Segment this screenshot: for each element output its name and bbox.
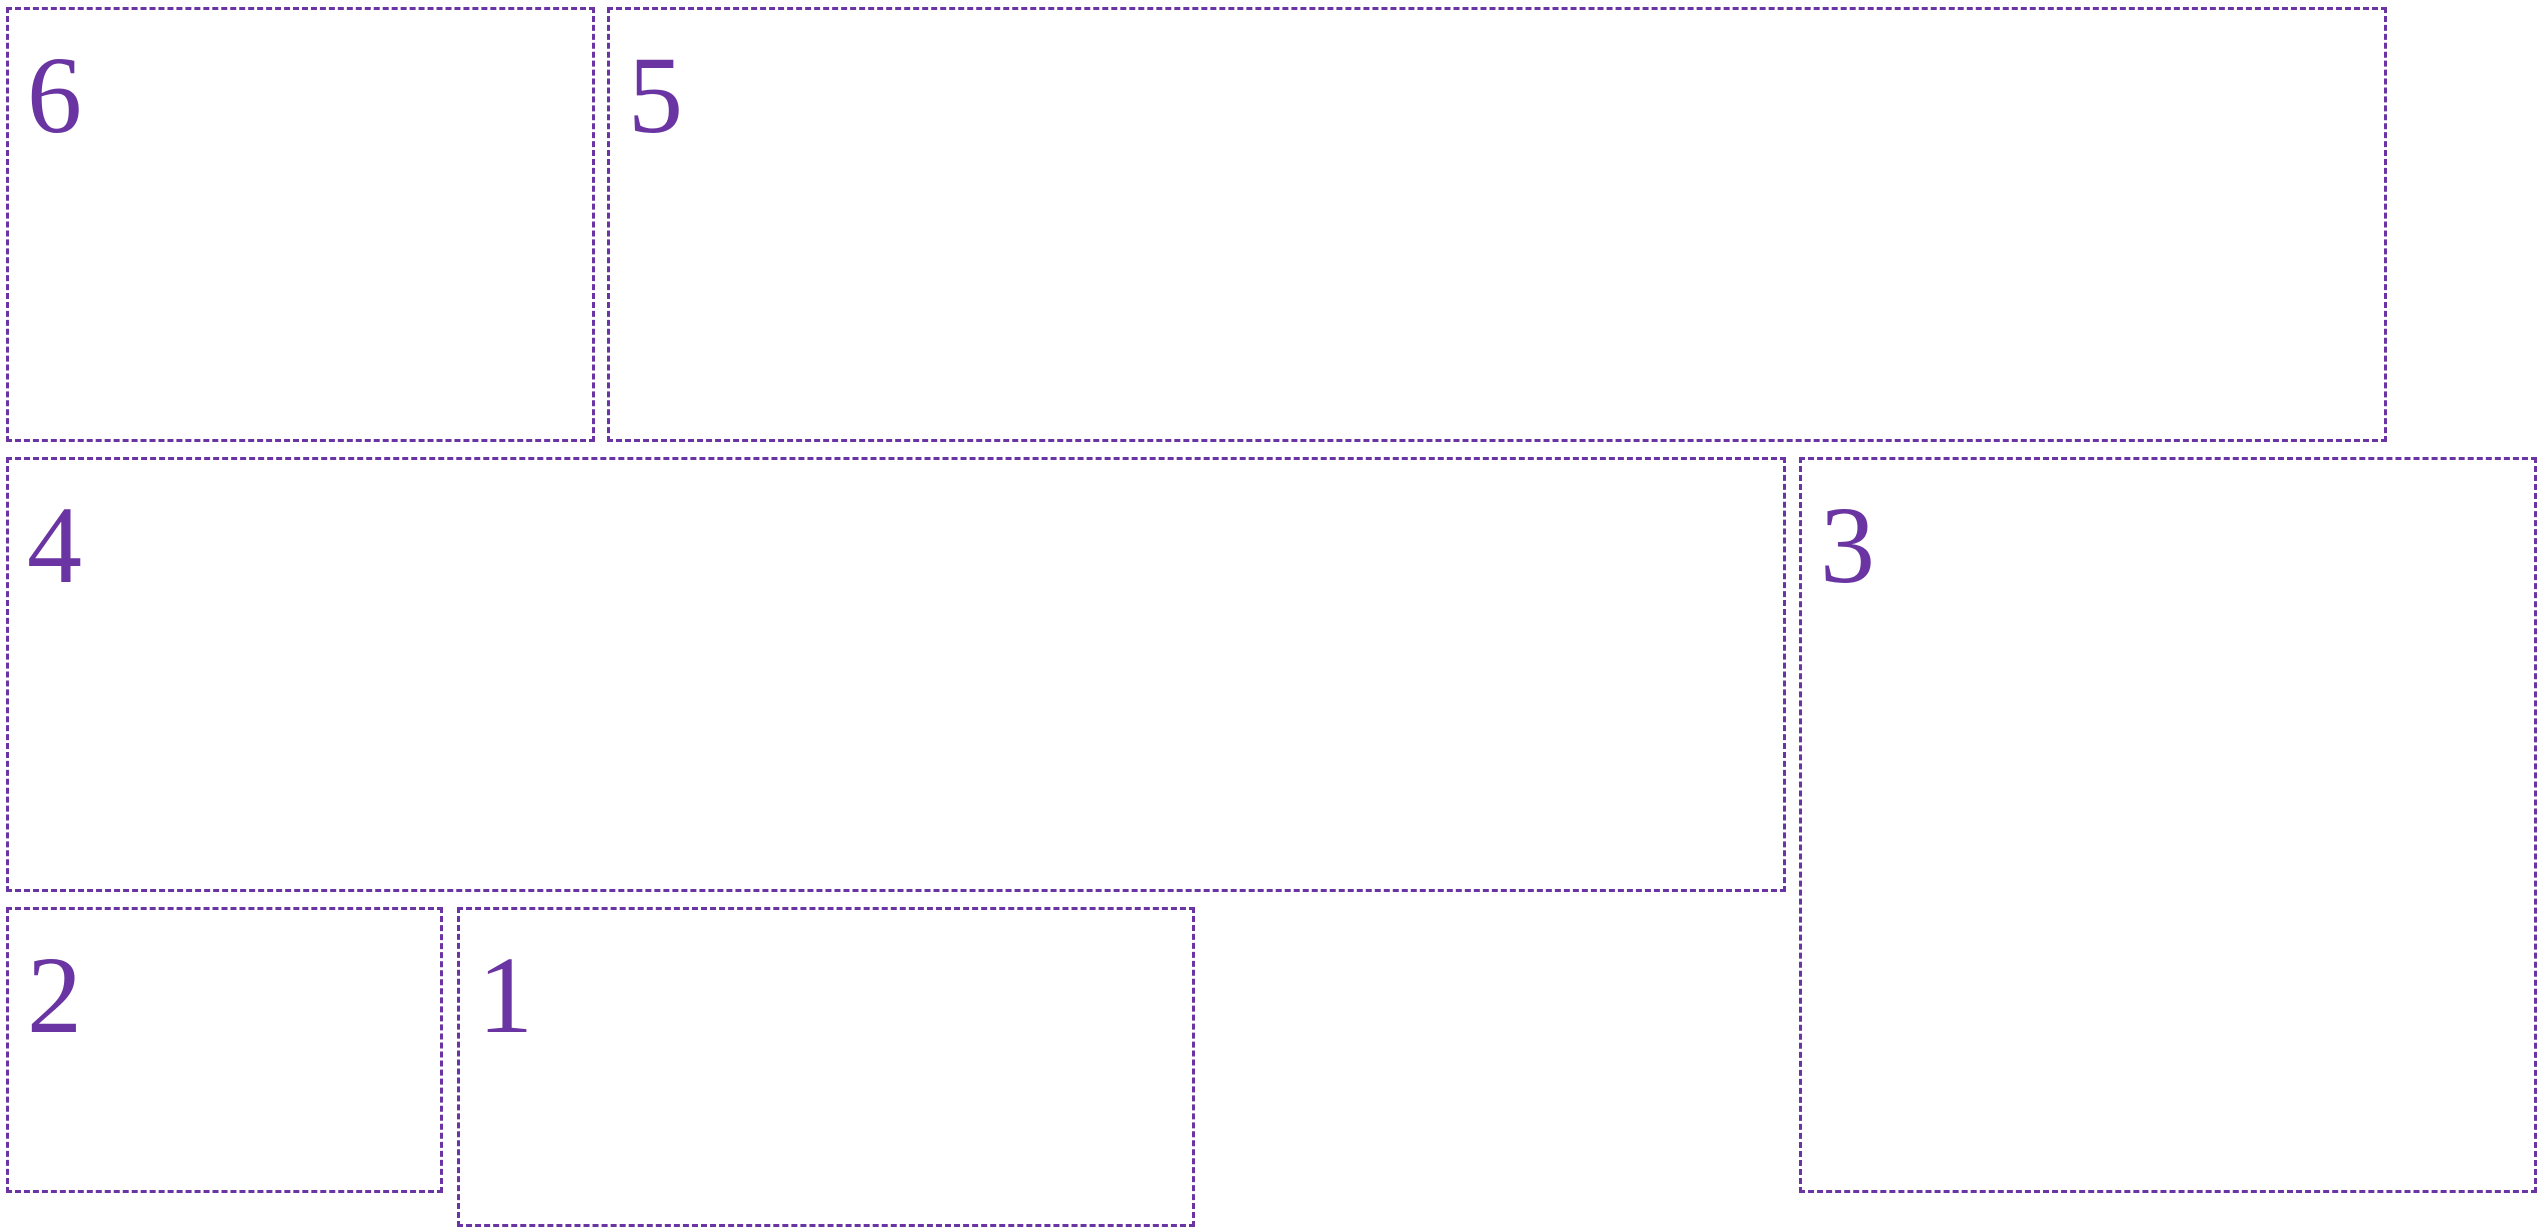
panel-5: 5 bbox=[607, 7, 2387, 442]
panel-3: 3 bbox=[1799, 457, 2537, 1193]
panel-6-label: 6 bbox=[27, 34, 82, 156]
panel-4: 4 bbox=[6, 457, 1786, 892]
panel-4-label: 4 bbox=[27, 484, 82, 606]
panel-6: 6 bbox=[6, 7, 595, 442]
panel-3-label: 3 bbox=[1820, 484, 1875, 606]
panel-1: 1 bbox=[457, 907, 1195, 1227]
panel-5-label: 5 bbox=[628, 34, 683, 156]
panel-1-label: 1 bbox=[478, 934, 533, 1056]
panel-2: 2 bbox=[6, 907, 443, 1193]
panel-2-label: 2 bbox=[27, 934, 82, 1056]
